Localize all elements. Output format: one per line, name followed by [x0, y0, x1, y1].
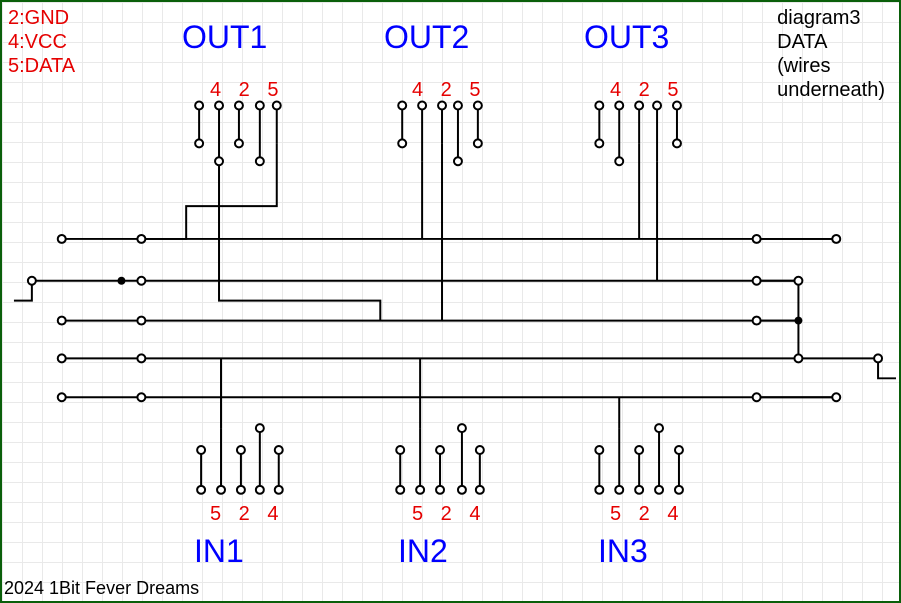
diagram-canvas: 2:GND 4:VCC 5:DATA diagram3 DATA (wires …	[0, 0, 901, 603]
wiring-svg	[2, 2, 899, 602]
